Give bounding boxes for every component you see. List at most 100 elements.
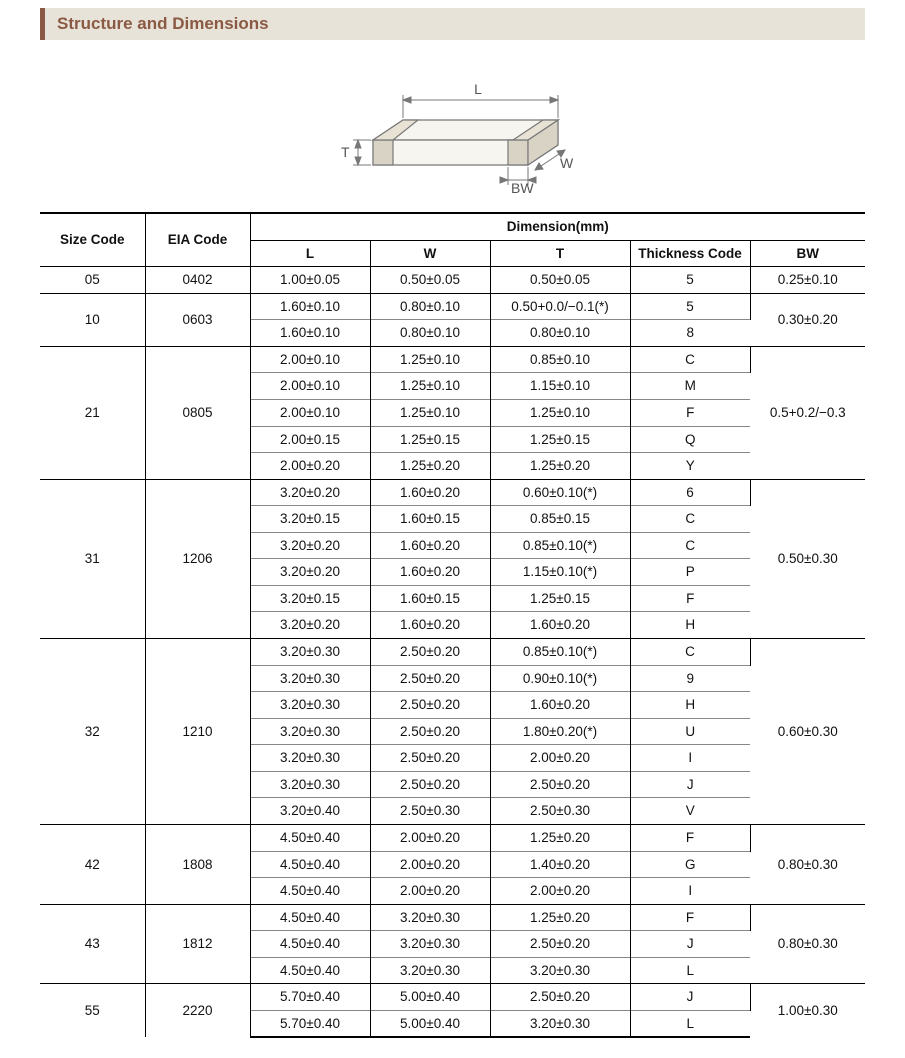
cell-eia-code: 1206 xyxy=(145,479,250,638)
cell-tc: 9 xyxy=(630,665,750,692)
cell-L: 2.00±0.10 xyxy=(250,399,370,426)
table-row: 3112063.20±0.201.60±0.200.60±0.10(*)60.5… xyxy=(40,479,865,506)
cell-L: 3.20±0.20 xyxy=(250,612,370,639)
cell-L: 3.20±0.20 xyxy=(250,559,370,586)
cell-W: 1.60±0.20 xyxy=(370,559,490,586)
cell-tc: J xyxy=(630,771,750,798)
cell-W: 1.60±0.20 xyxy=(370,612,490,639)
cell-T: 1.25±0.20 xyxy=(490,904,630,931)
th-dimension: Dimension(mm) xyxy=(250,213,865,240)
th-size-code: Size Code xyxy=(40,213,145,267)
cell-T: 2.00±0.20 xyxy=(490,878,630,905)
cell-T: 1.25±0.20 xyxy=(490,453,630,480)
cell-W: 0.50±0.05 xyxy=(370,267,490,294)
cell-tc: 6 xyxy=(630,479,750,506)
cell-tc: G xyxy=(630,851,750,878)
cell-T: 2.00±0.20 xyxy=(490,745,630,772)
cell-L: 3.20±0.15 xyxy=(250,585,370,612)
cell-T: 2.50±0.20 xyxy=(490,931,630,958)
cell-W: 0.80±0.10 xyxy=(370,293,490,320)
cell-tc: H xyxy=(630,612,750,639)
cell-T: 2.50±0.20 xyxy=(490,771,630,798)
table-row: 1006031.60±0.100.80±0.100.50+0.0/−0.1(*)… xyxy=(40,293,865,320)
cell-W: 2.00±0.20 xyxy=(370,851,490,878)
cell-L: 4.50±0.40 xyxy=(250,957,370,984)
cell-W: 5.00±0.40 xyxy=(370,984,490,1011)
cell-tc: J xyxy=(630,931,750,958)
cell-T: 1.25±0.15 xyxy=(490,585,630,612)
cell-tc: C xyxy=(630,532,750,559)
cell-tc: Y xyxy=(630,453,750,480)
cell-T: 0.80±0.10 xyxy=(490,320,630,347)
table-row: 2108052.00±0.101.25±0.100.85±0.10C0.5+0.… xyxy=(40,346,865,373)
cell-W: 1.25±0.20 xyxy=(370,453,490,480)
cell-L: 1.00±0.05 xyxy=(250,267,370,294)
cell-T: 2.50±0.20 xyxy=(490,984,630,1011)
table-row: 0504021.00±0.050.50±0.050.50±0.0550.25±0… xyxy=(40,267,865,294)
cell-bw: 0.60±0.30 xyxy=(750,639,865,825)
cell-tc: 5 xyxy=(630,293,750,320)
cell-T: 2.50±0.30 xyxy=(490,798,630,825)
cell-size-code: 10 xyxy=(40,293,145,346)
cell-W: 2.00±0.20 xyxy=(370,824,490,851)
cell-T: 1.15±0.10(*) xyxy=(490,559,630,586)
cell-size-code: 05 xyxy=(40,267,145,294)
cell-size-code: 21 xyxy=(40,346,145,479)
th-BW: BW xyxy=(750,240,865,267)
cell-tc: U xyxy=(630,718,750,745)
cell-bw: 0.5+0.2/−0.3 xyxy=(750,346,865,479)
cell-W: 1.60±0.15 xyxy=(370,585,490,612)
cell-T: 1.25±0.15 xyxy=(490,426,630,453)
dimension-diagram: L W T BW xyxy=(0,50,905,200)
cell-T: 0.85±0.10(*) xyxy=(490,532,630,559)
cell-W: 5.00±0.40 xyxy=(370,1010,490,1037)
cell-tc: F xyxy=(630,904,750,931)
cell-W: 1.25±0.10 xyxy=(370,373,490,400)
cell-tc: L xyxy=(630,1010,750,1037)
cell-tc: Q xyxy=(630,426,750,453)
diagram-label-T: T xyxy=(341,144,350,160)
cell-T: 1.60±0.20 xyxy=(490,692,630,719)
cell-L: 3.20±0.30 xyxy=(250,665,370,692)
cell-L: 3.20±0.15 xyxy=(250,506,370,533)
cell-L: 1.60±0.10 xyxy=(250,293,370,320)
cell-tc: P xyxy=(630,559,750,586)
cell-W: 3.20±0.30 xyxy=(370,957,490,984)
table-row: 5522205.70±0.405.00±0.402.50±0.20J1.00±0… xyxy=(40,984,865,1011)
cell-T: 1.15±0.10 xyxy=(490,373,630,400)
cell-T: 3.20±0.30 xyxy=(490,957,630,984)
cell-L: 3.20±0.30 xyxy=(250,745,370,772)
cell-L: 4.50±0.40 xyxy=(250,824,370,851)
section-title-bar: Structure and Dimensions xyxy=(40,8,865,40)
dimensions-table: Size Code EIA Code Dimension(mm) L W T T… xyxy=(40,212,865,1038)
cell-W: 3.20±0.30 xyxy=(370,931,490,958)
table-row: 4318124.50±0.403.20±0.301.25±0.20F0.80±0… xyxy=(40,904,865,931)
cell-tc: V xyxy=(630,798,750,825)
cell-tc: L xyxy=(630,957,750,984)
cell-W: 2.50±0.30 xyxy=(370,798,490,825)
cell-L: 5.70±0.40 xyxy=(250,984,370,1011)
cell-L: 3.20±0.20 xyxy=(250,479,370,506)
cell-eia-code: 1808 xyxy=(145,824,250,904)
th-W: W xyxy=(370,240,490,267)
cell-W: 2.50±0.20 xyxy=(370,639,490,666)
cell-tc: J xyxy=(630,984,750,1011)
cell-L: 3.20±0.30 xyxy=(250,692,370,719)
cell-tc: C xyxy=(630,639,750,666)
th-T: T xyxy=(490,240,630,267)
cell-T: 1.60±0.20 xyxy=(490,612,630,639)
cell-T: 1.25±0.20 xyxy=(490,824,630,851)
cell-T: 0.85±0.15 xyxy=(490,506,630,533)
cell-W: 1.60±0.20 xyxy=(370,479,490,506)
cell-T: 3.20±0.30 xyxy=(490,1010,630,1037)
section-title: Structure and Dimensions xyxy=(57,14,269,33)
cell-T: 0.90±0.10(*) xyxy=(490,665,630,692)
cell-T: 1.80±0.20(*) xyxy=(490,718,630,745)
cell-L: 2.00±0.20 xyxy=(250,453,370,480)
cell-L: 3.20±0.20 xyxy=(250,532,370,559)
cell-eia-code: 0402 xyxy=(145,267,250,294)
cell-L: 3.20±0.30 xyxy=(250,771,370,798)
cell-L: 4.50±0.40 xyxy=(250,931,370,958)
cell-L: 2.00±0.15 xyxy=(250,426,370,453)
cell-tc: H xyxy=(630,692,750,719)
